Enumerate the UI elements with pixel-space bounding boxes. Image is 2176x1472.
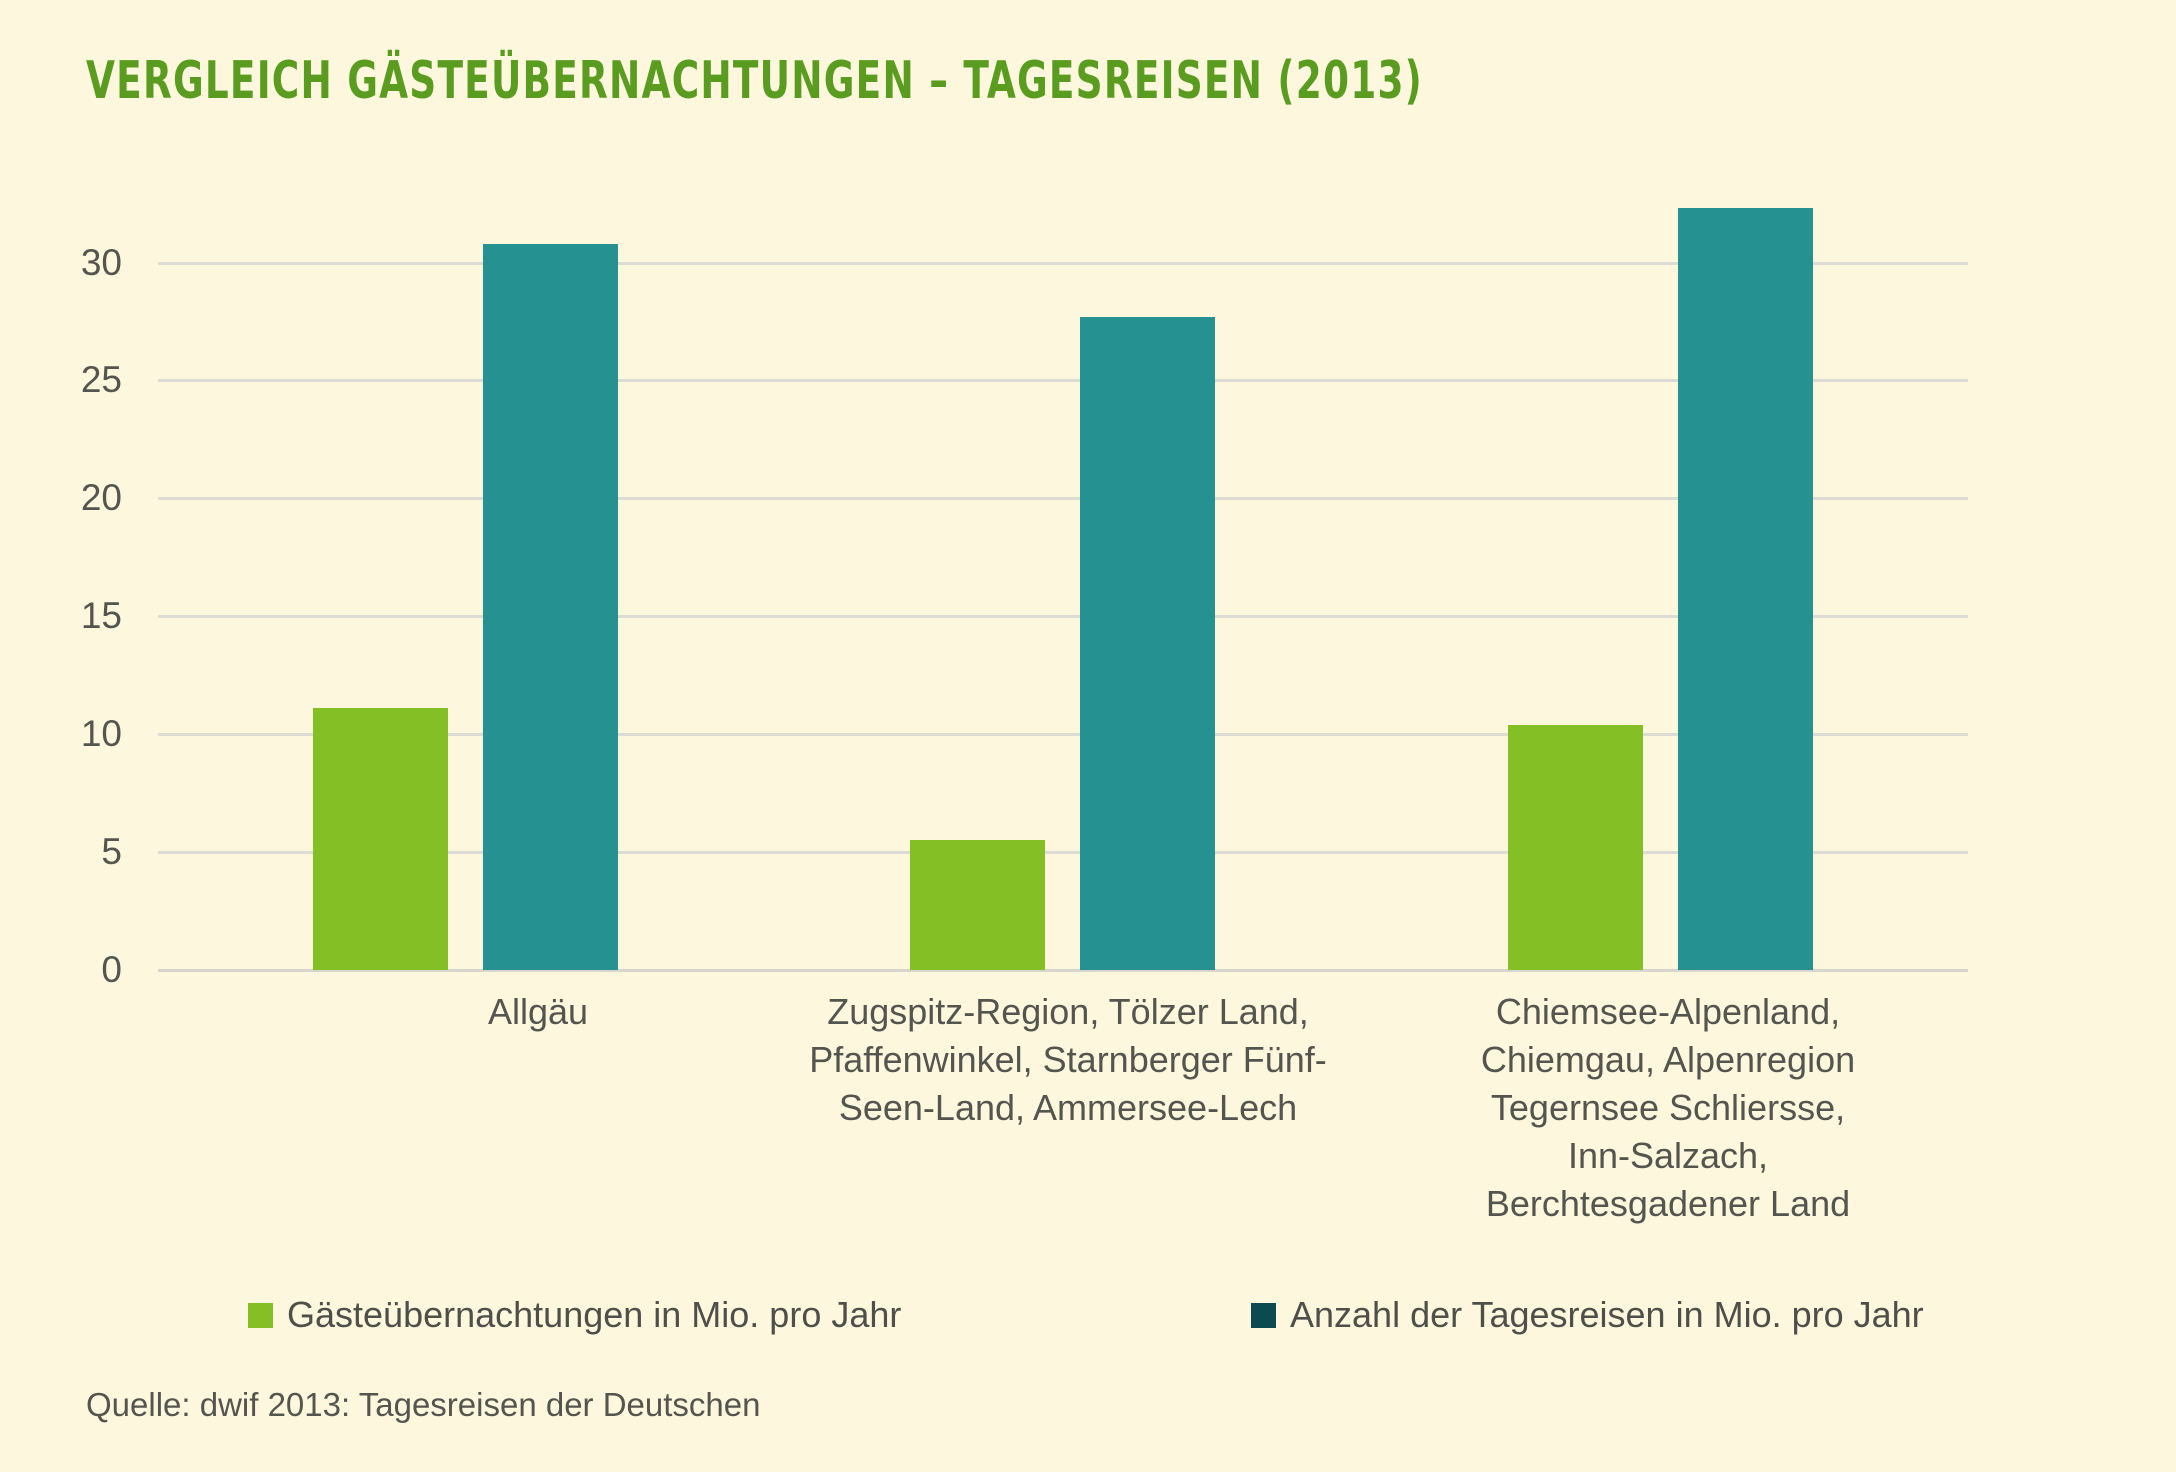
legend-swatch-teal — [1251, 1302, 1276, 1328]
category-label-line: Pfaffenwinkel, Starnberger Fünf- — [809, 1039, 1327, 1080]
plot-area — [158, 180, 1968, 972]
bar-gaesteuebernachtungen-1[interactable] — [909, 840, 1045, 970]
category-label-line: Tegernsee Schliersse, — [1490, 1087, 1846, 1128]
bar-gaesteuebernachtungen-2[interactable] — [1507, 724, 1643, 970]
y-axis-tick-label: 25 — [80, 359, 122, 401]
gridline — [158, 615, 1968, 619]
gridline — [158, 261, 1968, 265]
category-label-line: Zugspitz-Region, Tölzer Land, — [827, 991, 1309, 1032]
category-label-line: Chiemgau, Alpenregion — [1480, 1039, 1856, 1080]
category-label-line: Seen-Land, Ammersee-Lech — [838, 1087, 1298, 1128]
legend-swatch-green — [248, 1302, 273, 1328]
source-note: Quelle: dwif 2013: Tagesreisen der Deuts… — [86, 1386, 761, 1423]
bar-tagesreisen-1[interactable] — [1079, 316, 1215, 970]
gridline — [158, 969, 1968, 972]
category-label-line: Inn-Salzach, — [1567, 1135, 1769, 1176]
y-axis-labels: 0 5 10 15 20 25 30 — [0, 180, 140, 990]
category-label-1: Zugspitz-Region, Tölzer Land, Pfaffenwink… — [748, 988, 1388, 1132]
category-axis-labels: Allgäu Zugspitz-Region, Tölzer Land, Pfaff… — [158, 988, 1968, 1288]
gridline — [158, 733, 1968, 737]
category-label-line: Berchtesgadener Land — [1485, 1183, 1851, 1224]
page-title: VERGLEICH GÄSTEÜBERNACHTUNGEN – TAGESREI… — [86, 51, 1423, 111]
legend-item-tagesreisen[interactable]: Anzahl der Tagesreisen in Mio. pro Jahr — [1251, 1295, 1924, 1335]
legend-label: Anzahl der Tagesreisen in Mio. pro Jahr — [1290, 1294, 1924, 1335]
gridline — [158, 497, 1968, 501]
gridline — [158, 379, 1968, 383]
y-axis-tick-label: 10 — [80, 713, 122, 755]
gridline — [158, 851, 1968, 855]
bar-tagesreisen-2[interactable] — [1677, 208, 1813, 970]
y-axis-tick-label: 5 — [101, 831, 122, 873]
category-label-2: Chiemsee-Alpenland, Chiemgau, Alpenregion… — [1388, 988, 1948, 1228]
y-axis-tick-label: 15 — [80, 595, 122, 637]
y-axis-tick-label: 20 — [80, 477, 122, 519]
legend-label: Gästeübernachtungen in Mio. pro Jahr — [287, 1294, 902, 1335]
y-axis-tick-label: 0 — [101, 949, 122, 990]
category-label-0: Allgäu — [308, 988, 768, 1036]
chart-legend: Gästeübernachtungen in Mio. pro Jahr Anz… — [158, 1295, 2058, 1355]
bar-tagesreisen-0[interactable] — [482, 243, 618, 970]
y-axis-tick-label: 30 — [80, 241, 122, 283]
legend-item-gaesteuebernachtungen[interactable]: Gästeübernachtungen in Mio. pro Jahr — [248, 1295, 901, 1335]
category-label-line: Allgäu — [487, 991, 589, 1032]
bar-gaesteuebernachtungen-0[interactable] — [312, 708, 448, 970]
category-label-line: Chiemsee-Alpenland, — [1495, 991, 1841, 1032]
